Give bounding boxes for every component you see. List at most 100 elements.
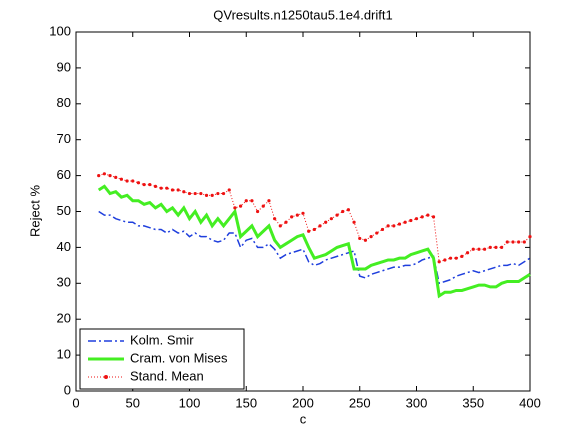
series-point [148,182,152,187]
series-point [352,220,356,224]
y-tick-label: 50 [57,203,71,218]
series-point [414,217,419,221]
legend-label: Stand. Mean [130,368,204,383]
x-tick-label: 150 [235,395,257,410]
series-point [199,191,203,196]
series-point [273,217,277,221]
series-point [494,245,498,249]
legend-marker [104,375,108,379]
series-point [397,222,402,226]
series-point [437,260,441,264]
y-tick-label: 60 [57,167,71,182]
series-point [358,236,362,241]
series-point [136,181,141,185]
series-point [363,238,368,242]
y-tick-label: 10 [57,347,71,362]
series-point [193,191,197,196]
series-point [522,240,526,244]
series-point [165,186,169,190]
series-point [443,258,447,262]
series-point [216,191,220,196]
series-point [460,254,464,258]
y-tick-label: 0 [64,382,71,397]
series-point [102,172,106,176]
series-point [97,174,101,178]
series-point [426,213,430,217]
y-tick-label: 20 [57,311,71,326]
series-point [346,208,350,212]
series-point [500,245,504,249]
series-point [431,215,436,219]
series-point [318,224,322,228]
series-point [420,215,424,219]
series-point [329,217,333,221]
x-tick-label: 100 [179,395,201,410]
series-point [511,240,515,244]
y-tick-label: 90 [57,59,71,74]
series-point [170,188,175,192]
series-point [267,199,271,203]
x-tick-label: 350 [462,395,484,410]
x-tick-label: 50 [126,395,140,410]
series-point [488,245,492,249]
series-point [114,175,118,179]
series-point [528,235,532,239]
y-axis-label: Reject % [27,185,42,237]
series-point [238,204,243,208]
series-point [131,179,135,183]
y-tick-label: 70 [57,131,71,146]
series-point [471,247,475,251]
series-point [233,206,237,210]
y-tick-label: 30 [57,275,71,290]
x-tick-label: 300 [406,395,428,410]
series-point [119,177,123,181]
series-point [227,188,231,192]
series-point [517,240,521,244]
series-point [176,188,180,192]
series-point [221,191,226,196]
series-point [324,220,328,224]
x-axis-label: c [300,411,307,426]
y-tick-label: 80 [57,95,71,110]
series-point [477,247,481,251]
series-point [284,220,288,224]
series-point [125,179,129,183]
series-point [159,186,163,190]
series-point [448,256,453,260]
y-tick-label: 40 [57,239,71,254]
series-point [290,215,294,219]
y-tick-label: 100 [49,23,71,38]
series-point [409,218,413,223]
series-point [380,227,385,232]
series-point [153,184,158,188]
series-point [256,209,260,214]
series-point [187,191,192,196]
series-point [312,227,316,232]
series-point [301,211,305,215]
series-point [369,235,373,239]
series-point [244,199,248,203]
x-tick-label: 0 [72,395,79,410]
series-point [250,199,254,203]
x-tick-label: 400 [519,395,541,410]
series-point [108,174,112,178]
series-point [392,224,396,228]
series-line [97,184,531,299]
series-point [204,193,209,197]
series-point [335,213,339,217]
series-point [375,231,379,235]
series-point [483,247,487,251]
series-point [341,209,345,214]
x-tick-label: 250 [349,395,371,410]
series-point [465,251,470,255]
chart-title: QVresults.n1250tau5.1e4.drift1 [213,7,392,22]
legend-label: Kolm. Smir [130,332,194,347]
series-line [98,210,531,285]
series-point [295,213,299,217]
series-point [505,240,509,244]
series-point [454,256,458,260]
series-point [386,224,390,228]
series-point [210,193,214,197]
x-tick-label: 200 [292,395,314,410]
